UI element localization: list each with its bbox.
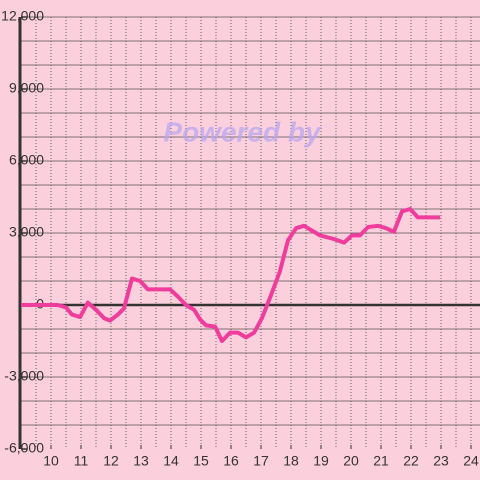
- x-tick-label: 22: [403, 453, 419, 469]
- y-tick-label: 3,000: [9, 224, 44, 240]
- x-tick-label: 10: [43, 453, 59, 469]
- x-tick-label: 17: [253, 453, 269, 469]
- x-tick-label: 24: [463, 453, 479, 469]
- x-tick-label: 15: [193, 453, 209, 469]
- x-tick-label: 21: [373, 453, 389, 469]
- x-tick-label: 13: [133, 453, 149, 469]
- x-tick-label: 23: [433, 453, 449, 469]
- y-tick-label: 12,000: [1, 8, 44, 24]
- y-tick-label: 6,000: [9, 152, 44, 168]
- watermark: Powered by: [163, 116, 322, 147]
- y-tick-label: -3,000: [4, 368, 44, 384]
- y-tick-label: -6,000: [4, 440, 44, 456]
- data-line: [21, 207, 441, 343]
- x-tick-label: 19: [313, 453, 329, 469]
- x-tick-label: 12: [103, 453, 119, 469]
- y-tick-label: 9,000: [9, 80, 44, 96]
- x-tick-label: 14: [163, 453, 179, 469]
- x-tick-label: 20: [343, 453, 359, 469]
- x-tick-label: 11: [74, 453, 89, 469]
- x-tick-label: 16: [223, 453, 239, 469]
- x-tick-label: 18: [283, 453, 299, 469]
